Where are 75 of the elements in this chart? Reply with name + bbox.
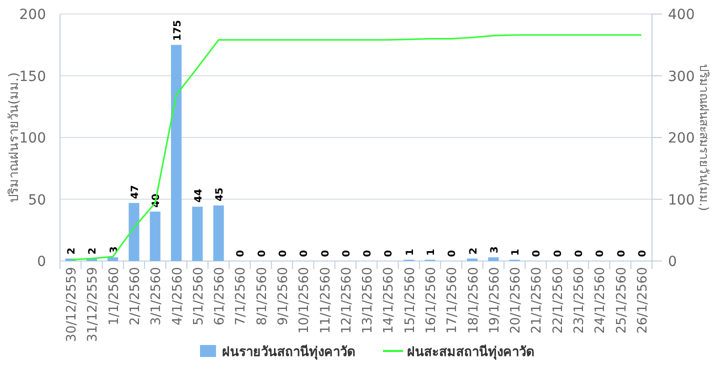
y2-tick-label: 400 (668, 7, 695, 23)
legend-label: ฝนสะสมสถานีทุ่งคาวัด (407, 344, 534, 360)
data-label: 2 (468, 248, 480, 255)
data-label: 0 (278, 250, 289, 257)
x-tick-label: 19/1/2560 (487, 267, 502, 334)
y2-axis-title: ปริมาณฝนสะสมรายวัน(มม.) (697, 64, 711, 212)
y-axis-title: ปริมาณฝนรายวัน(มม.) (7, 72, 22, 203)
x-tick-label: 11/1/2560 (318, 267, 334, 334)
y2-tick-label: 200 (668, 130, 695, 146)
x-tick-label: 17/1/2560 (445, 267, 460, 334)
data-label: 0 (552, 250, 564, 257)
x-tick-label: 5/1/2560 (191, 267, 206, 326)
bar (150, 212, 160, 261)
bar (192, 206, 203, 261)
data-label: 0 (447, 250, 458, 257)
data-label: 1 (510, 248, 522, 256)
data-label: 0 (616, 250, 628, 257)
data-label: 0 (637, 250, 648, 257)
bar (488, 257, 499, 261)
bar (108, 257, 118, 261)
x-tick-label: 31/12/2559 (86, 267, 101, 342)
x-tick-label: 14/1/2560 (382, 267, 397, 334)
x-tick-label: 13/1/2560 (360, 267, 376, 334)
x-tick-label: 9/1/2560 (276, 267, 291, 326)
data-label: 45 (214, 187, 226, 202)
data-label: 0 (384, 250, 395, 257)
data-label: 0 (236, 250, 247, 257)
data-label: 3 (489, 246, 500, 254)
bar (213, 205, 224, 261)
data-label: 0 (320, 250, 332, 257)
data-label: 0 (595, 250, 606, 257)
x-tick-label: 8/1/2560 (254, 267, 270, 326)
y2-tick-label: 0 (668, 254, 677, 270)
x-tick-label: 24/1/2560 (593, 267, 608, 334)
x-tick-label: 18/1/2560 (466, 267, 482, 334)
data-label: 2 (66, 248, 78, 255)
x-tick-label: 22/1/2560 (550, 267, 566, 334)
x-tick-label: 4/1/2560 (170, 267, 186, 326)
data-label: 0 (362, 250, 374, 257)
y-tick-label: 0 (37, 254, 46, 270)
x-tick-label: 20/1/2560 (508, 267, 524, 334)
x-tick-label: 21/1/2560 (530, 267, 545, 334)
x-tick-label: 10/1/2560 (297, 267, 312, 334)
x-tick-label: 30/12/2559 (64, 267, 80, 342)
y-tick-label: 100 (19, 130, 46, 146)
y2-tick-label: 300 (668, 68, 695, 85)
data-label: 2 (88, 248, 99, 255)
data-label: 0 (341, 250, 352, 257)
data-label: 175 (172, 20, 184, 41)
y-tick-label: 200 (19, 7, 46, 23)
x-tick-label: 6/1/2560 (212, 267, 228, 326)
data-label: 1 (426, 248, 437, 256)
data-label: 0 (299, 250, 310, 257)
y2-tick-label: 100 (668, 192, 695, 208)
data-label: 0 (574, 250, 585, 257)
x-tick-label: 15/1/2560 (402, 267, 418, 334)
data-label: 1 (404, 248, 416, 256)
data-label: 44 (193, 188, 204, 203)
x-tick-label: 2/1/2560 (128, 267, 143, 326)
x-tick-label: 1/1/2560 (106, 267, 122, 326)
legend-label: ฝนรายวันสถานีทุ่งคาวัด (222, 344, 355, 360)
data-label: 47 (130, 184, 141, 199)
data-label: 0 (532, 250, 543, 257)
x-tick-label: 25/1/2560 (614, 267, 630, 334)
bar (171, 44, 182, 261)
bar (128, 202, 140, 261)
y-tick-label: 50 (28, 192, 46, 208)
x-tick-label: 16/1/2560 (424, 267, 439, 334)
x-tick-label: 12/1/2560 (339, 267, 354, 334)
x-tick-label: 23/1/2560 (572, 267, 587, 334)
data-label: 0 (256, 250, 268, 257)
x-tick-label: 7/1/2560 (234, 267, 249, 326)
x-tick-label: 3/1/2560 (149, 267, 164, 326)
x-tick-label: 26/1/2560 (635, 267, 650, 334)
y-tick-label: 150 (19, 68, 46, 85)
